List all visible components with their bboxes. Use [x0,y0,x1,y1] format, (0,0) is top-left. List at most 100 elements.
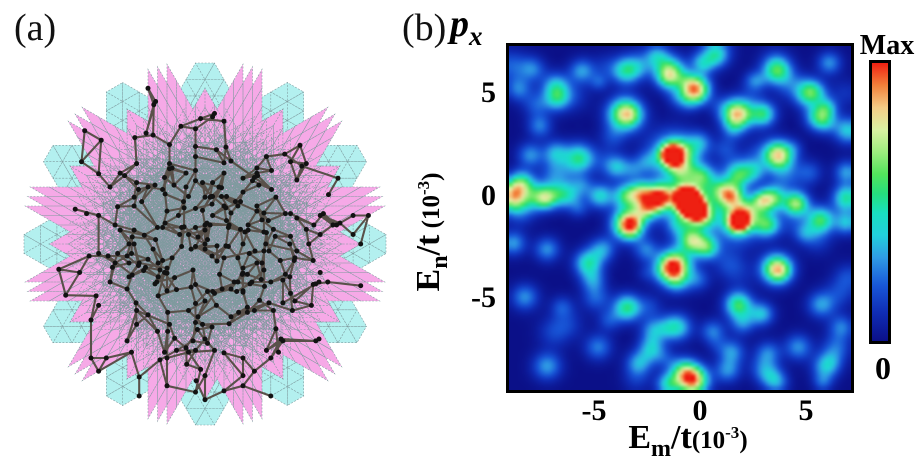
lattice-site [257,297,262,303]
lattice-site [107,279,113,285]
lattice-site [294,248,300,254]
lattice-site [131,227,137,233]
lattice-site [129,251,134,256]
lattice-site [282,271,288,277]
lattice-site [261,248,267,254]
lattice-site [209,201,215,207]
lattice-site [107,184,113,190]
lattice-site [143,130,149,136]
lattice-site [122,173,128,179]
lattice-site [164,208,170,214]
lattice-site [183,184,189,190]
lattice-site [251,308,257,313]
lattice-site [136,187,141,192]
x-tick-5: 5 [774,396,838,426]
lattice-site [115,204,121,210]
lattice-site [186,232,191,237]
lattice-site [160,258,166,263]
lattice-site [188,246,194,252]
lattice-site [210,213,216,218]
lattice-site [139,199,145,205]
lattice-site [110,264,115,270]
lattice-site [193,206,198,211]
lattice-site [77,270,83,275]
lattice-site [261,229,267,235]
lattice-site [183,345,189,351]
lattice-site [228,314,234,320]
lattice-site [169,165,175,171]
panel-b-title: px [450,2,483,52]
lattice-site [303,226,309,232]
lattice-site [115,251,121,256]
lattice-site [350,213,356,218]
lattice-site [288,159,293,165]
lattice-site [245,227,251,233]
heatmap-canvas [509,46,851,390]
lattice-site [326,192,331,198]
lattice-site [288,233,293,239]
lattice-site [240,383,246,389]
lattice-site [289,308,295,313]
lattice-site [164,288,170,294]
lattice-site [165,309,171,315]
lattice-site [164,265,170,271]
lattice-site [297,142,303,148]
lattice-site [223,243,229,249]
lattice-site [131,194,137,200]
lattice-site [282,211,288,217]
x-tick-neg5: -5 [562,396,626,426]
lattice-site [221,170,227,176]
lattice-site [167,161,172,167]
lattice-site [145,256,151,262]
lattice-site [162,349,167,355]
lattice-site [213,147,219,153]
lattice-site [262,283,267,289]
lattice-site [179,225,185,230]
lattice-site [133,300,139,306]
lattice-site [224,218,229,224]
lattice-site [202,194,208,200]
lattice-site [270,226,276,232]
lattice-site [86,253,92,259]
lattice-site [250,178,255,184]
lattice-site [155,225,160,230]
lattice-site [216,184,222,190]
lattice-site [265,218,271,224]
lattice-site [294,177,300,183]
lattice-site [160,225,166,230]
lattice-site [273,326,279,332]
lattice-site [193,225,198,230]
lattice-site [294,215,300,221]
lattice-site [193,178,198,184]
lattice-site [193,244,198,249]
lattice-site [244,309,250,315]
lattice-site [126,241,132,247]
lattice-site [255,173,261,179]
lattice-site [259,217,265,223]
lattice-site [84,211,90,217]
lattice-site [103,355,109,361]
lattice-site [82,128,88,134]
lattice-site [63,292,69,298]
lattice-site [282,151,288,157]
lattice-site [311,222,317,228]
lattice-site [244,304,250,310]
lattice-site [209,324,215,330]
lattice-site [193,154,198,160]
lattice-site [276,349,281,355]
lattice-site [200,207,205,213]
lattice-site [226,321,232,327]
lattice-site [155,274,161,280]
lattice-site [202,222,208,228]
lattice-site [151,102,157,108]
y-tick-neg5: -5 [436,283,496,313]
lattice-site [131,203,137,209]
lattice-site [165,328,171,334]
lattice-site [207,194,213,200]
colorbar-min-label: 0 [858,350,908,387]
lattice-site [200,180,205,186]
lattice-site [221,388,227,394]
lattice-site [280,300,286,306]
lattice-site [177,232,183,237]
